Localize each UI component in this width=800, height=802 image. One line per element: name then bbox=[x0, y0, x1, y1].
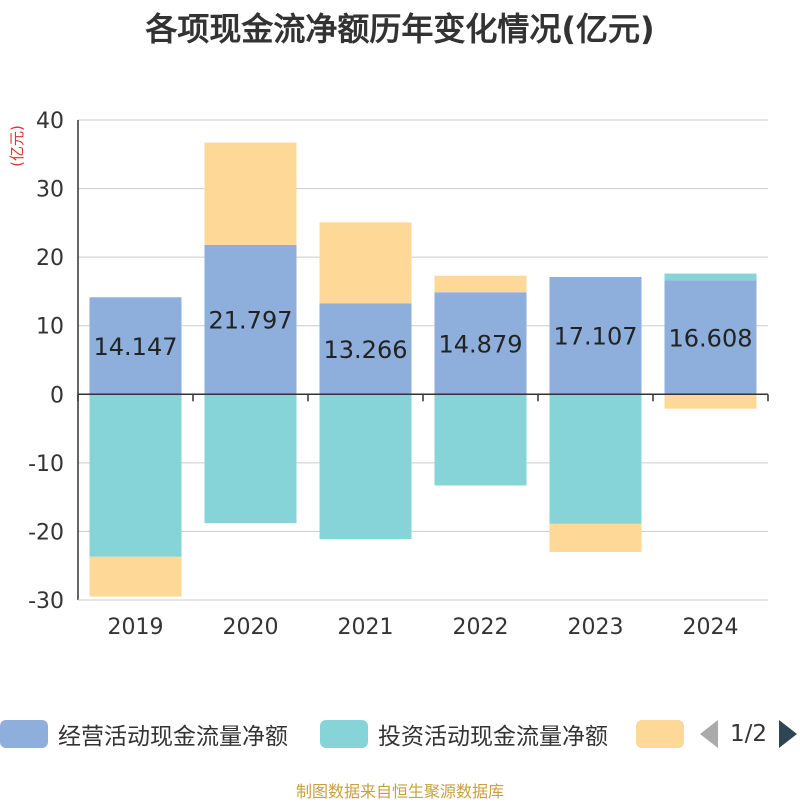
bar-segment-series-1 bbox=[549, 394, 642, 524]
bar-segment-series-0 bbox=[664, 280, 757, 395]
bar-segment-series-2 bbox=[204, 142, 297, 245]
bar-segment-series-1 bbox=[664, 273, 757, 281]
data-label: 16.608 bbox=[669, 324, 753, 352]
bar-chart: 40 30 20 10 0 -10 -20 -30 (亿元) 14.147 21.797 13.266… bbox=[8, 109, 769, 640]
legend: 经营活动现金流量净额 投资活动现金流量净额 1/2 bbox=[0, 716, 800, 756]
legend-swatch-investing bbox=[320, 720, 368, 748]
bar-segment-series-1 bbox=[204, 394, 297, 524]
bar-segment-series-2 bbox=[89, 556, 182, 597]
data-label: 21.797 bbox=[209, 307, 293, 335]
data-label: 14.147 bbox=[94, 333, 178, 361]
y-tick-label: 10 bbox=[36, 315, 64, 340]
bar-segment-series-1 bbox=[434, 394, 527, 486]
legend-swatch-financing bbox=[636, 720, 684, 748]
bar-segment-series-0 bbox=[319, 303, 412, 395]
bar-segment-series-2 bbox=[434, 275, 527, 293]
legend-item-investing[interactable]: 投资活动现金流量净额 bbox=[320, 716, 608, 752]
bar-segment-series-0 bbox=[434, 292, 527, 395]
bar-segment-series-0 bbox=[89, 297, 182, 395]
data-label: 14.879 bbox=[439, 330, 523, 358]
y-tick-label: -20 bbox=[28, 520, 64, 545]
bar-segment-series-2 bbox=[319, 222, 412, 304]
bar-segment-series-0 bbox=[204, 244, 297, 395]
y-tick-label: 40 bbox=[36, 109, 64, 134]
bar-segment-series-2 bbox=[549, 523, 642, 552]
legend-next-arrow-icon[interactable] bbox=[779, 720, 798, 748]
legend-page-indicator: 1/2 bbox=[730, 721, 768, 747]
legend-label-operating: 经营活动现金流量净额 bbox=[58, 724, 288, 750]
x-tick-label: 2024 bbox=[683, 615, 739, 640]
x-tick-label: 2021 bbox=[338, 615, 394, 640]
bar-segment-series-0 bbox=[549, 276, 642, 395]
bar-segment-series-2 bbox=[664, 394, 757, 409]
x-tick-label: 2022 bbox=[453, 615, 509, 640]
x-tick-label: 2023 bbox=[568, 615, 624, 640]
data-label: 17.107 bbox=[554, 323, 638, 351]
y-tick-label: 30 bbox=[36, 178, 64, 203]
legend-item-financing[interactable] bbox=[636, 716, 694, 752]
legend-prev-arrow-icon[interactable] bbox=[700, 720, 718, 748]
chart-title: 各项现金流净额历年变化情况(亿元) bbox=[145, 10, 655, 48]
data-source-note: 制图数据来自恒生聚源数据库 bbox=[295, 782, 504, 801]
y-tick-label: 0 bbox=[50, 383, 64, 408]
legend-swatch-operating bbox=[0, 720, 48, 748]
data-label: 13.266 bbox=[324, 336, 408, 364]
legend-item-operating[interactable]: 经营活动现金流量净额 bbox=[0, 716, 288, 752]
bar-segment-series-1 bbox=[89, 394, 182, 557]
legend-label-investing: 投资活动现金流量净额 bbox=[378, 724, 608, 750]
bar-segment-series-1 bbox=[319, 394, 412, 539]
y-tick-label: -10 bbox=[28, 452, 64, 477]
y-tick-label: -30 bbox=[28, 589, 64, 614]
x-tick-label: 2019 bbox=[108, 615, 164, 640]
x-tick-label: 2020 bbox=[223, 615, 279, 640]
y-tick-label: 20 bbox=[36, 246, 64, 271]
y-axis-unit-label: (亿元) bbox=[8, 125, 26, 167]
legend-pager: 1/2 bbox=[700, 716, 798, 752]
